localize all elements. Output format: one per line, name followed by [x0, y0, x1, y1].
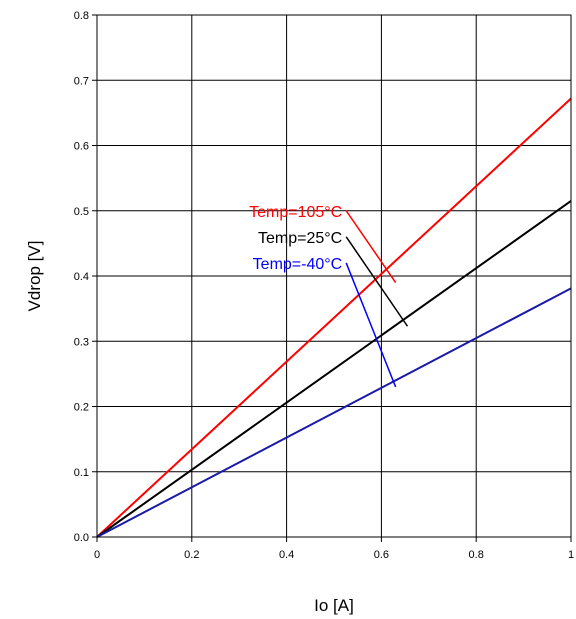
- y-tick-label: 0.4: [74, 271, 89, 283]
- y-tick-label: 0.2: [74, 402, 89, 414]
- annotations: Temp=105°C Temp=25°C Temp=-40°C: [249, 204, 409, 388]
- x-tick-label: 0: [94, 549, 100, 561]
- y-tick-label: 0.0: [74, 532, 89, 544]
- x-tick-label: 0.6: [374, 549, 389, 561]
- annotation-leader: [345, 210, 397, 283]
- y-tick-label: 0.8: [74, 10, 89, 22]
- y-axis-title: Vdrop [V]: [25, 241, 44, 312]
- annotation-label: Temp=-40°C: [253, 256, 343, 273]
- y-axis: 0.0 0.1 0.2 0.3 0.4 0.5 0.6 0.7 0.8: [74, 10, 97, 544]
- y-tick-label: 0.7: [74, 75, 89, 87]
- annotation-label: Temp=25°C: [258, 230, 342, 247]
- x-tick-label: 0.4: [279, 549, 294, 561]
- annotation-leader: [345, 236, 409, 327]
- plot-border: [96, 14, 572, 538]
- x-tick-label: 0.8: [469, 549, 484, 561]
- series-group: [96, 97, 572, 538]
- x-tick-label: 1: [568, 549, 574, 561]
- x-axis: 0 0.2 0.4 0.6 0.8 1: [94, 537, 574, 561]
- annotation-label: Temp=105°C: [249, 204, 342, 221]
- y-tick-label: 0.3: [74, 336, 89, 348]
- y-tick-label: 0.6: [74, 141, 89, 153]
- y-tick-label: 0.1: [74, 467, 89, 479]
- annotation-leader: [345, 262, 397, 388]
- series-line: [96, 287, 572, 538]
- x-axis-title: Io [A]: [314, 596, 354, 615]
- series-line: [96, 97, 572, 538]
- series-line: [96, 200, 572, 538]
- x-tick-label: 0.2: [184, 549, 199, 561]
- y-tick-label: 0.5: [74, 206, 89, 218]
